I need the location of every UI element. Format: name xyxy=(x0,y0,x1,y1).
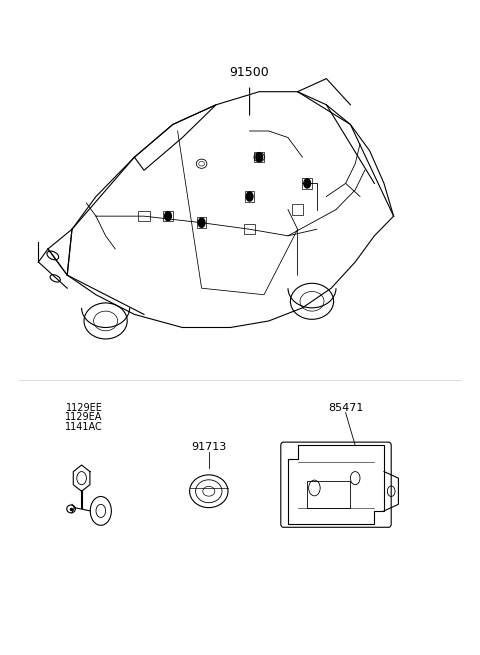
Bar xyxy=(302,178,312,189)
Circle shape xyxy=(198,218,205,227)
Bar xyxy=(245,191,254,202)
Text: 91500: 91500 xyxy=(230,66,269,79)
Bar xyxy=(163,211,173,221)
Bar xyxy=(138,211,150,221)
Bar xyxy=(244,224,255,234)
Text: 1129EE: 1129EE xyxy=(66,403,102,413)
Bar xyxy=(292,204,303,215)
Bar xyxy=(197,217,206,228)
Text: 1141AC: 1141AC xyxy=(65,422,103,432)
Circle shape xyxy=(165,212,171,221)
Text: 85471: 85471 xyxy=(328,403,363,413)
Text: 91713: 91713 xyxy=(191,442,227,452)
Text: 1129EA: 1129EA xyxy=(65,413,103,422)
Circle shape xyxy=(304,179,311,188)
Circle shape xyxy=(246,192,253,201)
Bar xyxy=(254,152,264,162)
Bar xyxy=(307,481,350,508)
Circle shape xyxy=(256,153,263,162)
